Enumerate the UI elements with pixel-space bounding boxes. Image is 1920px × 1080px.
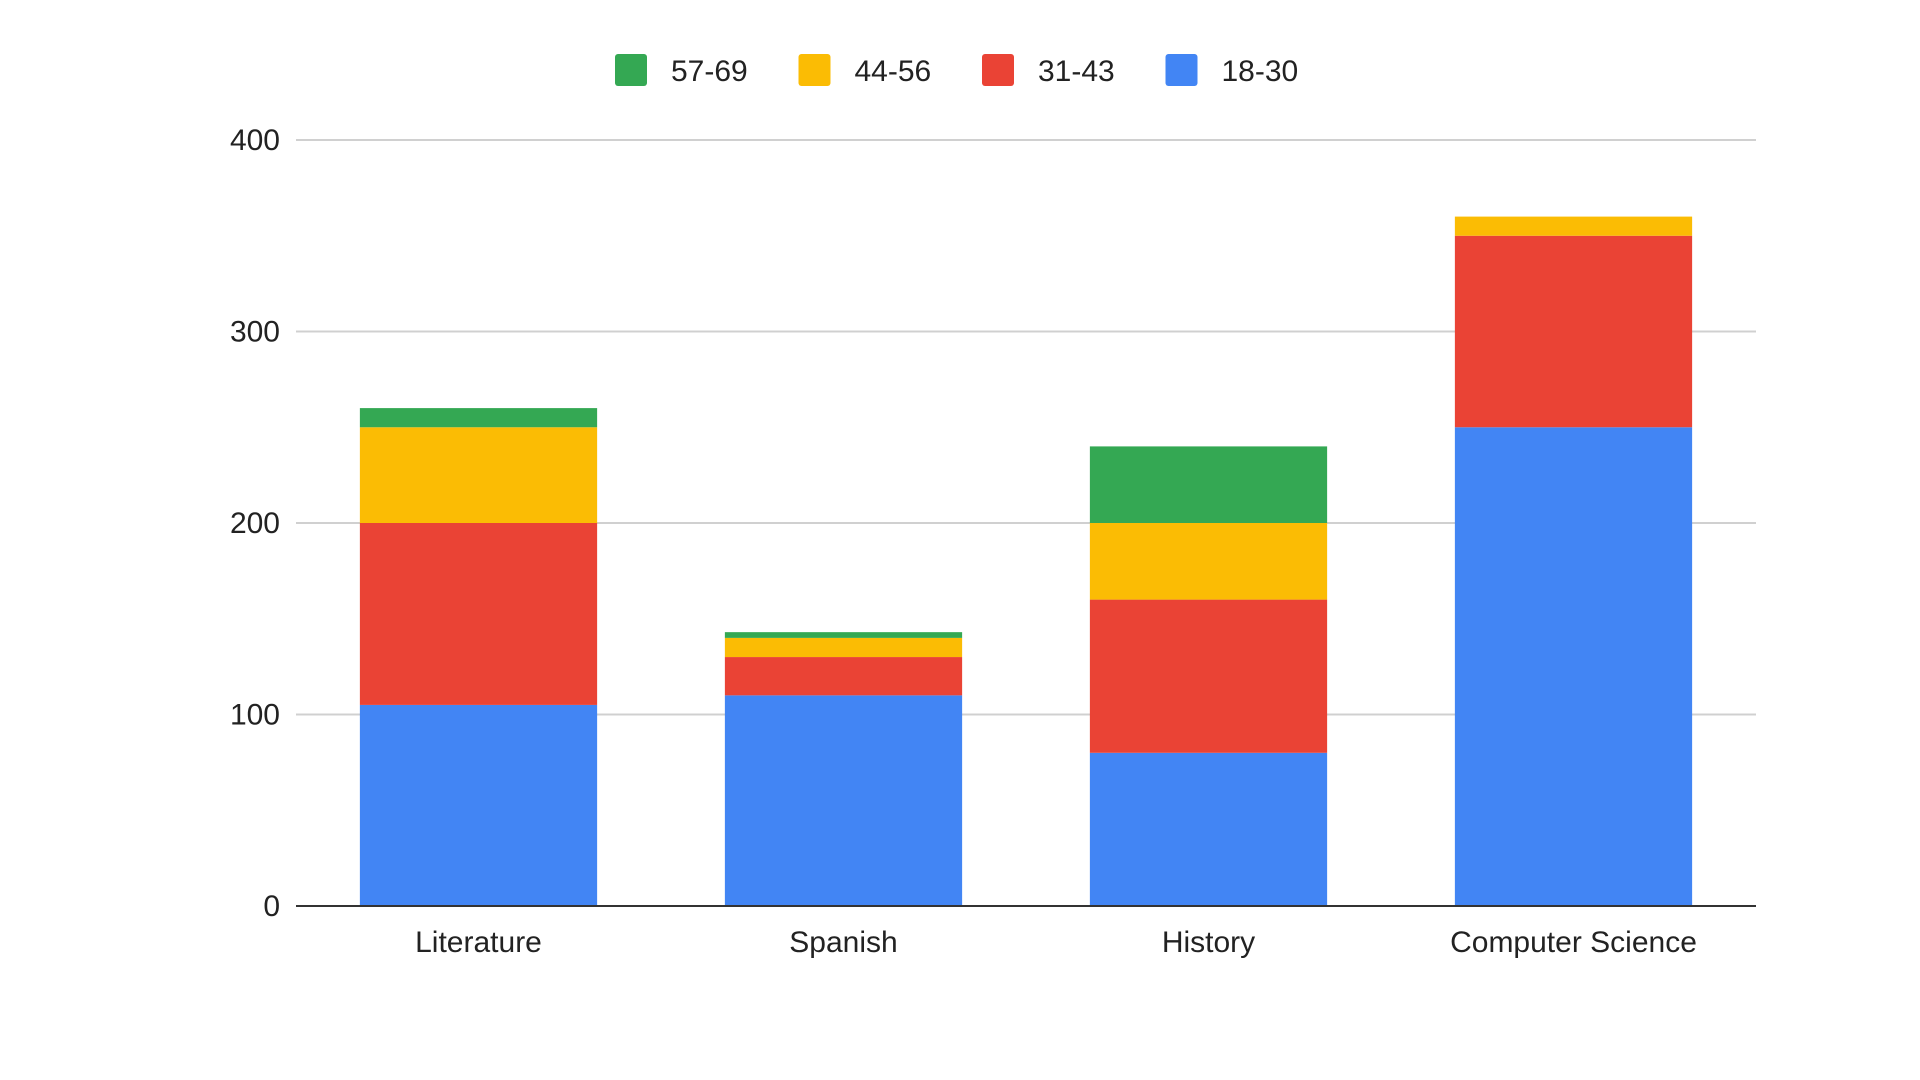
bar-stack-spanish (724, 632, 963, 906)
legend-label: 31-43 (1038, 55, 1115, 88)
legend-item-31-43: 31-43 (982, 54, 1115, 88)
legend: 57-69 44-56 31-43 18-30 (615, 54, 1298, 88)
legend-label: 44-56 (855, 55, 932, 88)
bar-segment-44-56 (724, 637, 963, 658)
bar-segment-57-69 (359, 408, 598, 428)
x-tick-label: Literature (415, 926, 542, 959)
legend-swatch (1165, 54, 1198, 86)
bar-segment-18-30 (1454, 427, 1693, 906)
bar-segment-18-30 (359, 704, 598, 906)
y-tick-label: 300 (230, 316, 280, 349)
legend-item-18-30: 18-30 (1165, 54, 1299, 88)
y-tick-label: 100 (230, 699, 280, 732)
y-tick-label: 200 (230, 507, 280, 540)
bar-segment-44-56 (1454, 216, 1693, 236)
bars (359, 216, 1693, 906)
legend-swatch (798, 54, 831, 86)
y-tick-label: 0 (263, 890, 280, 923)
bar-segment-44-56 (359, 427, 598, 523)
bar-segment-31-43 (724, 657, 963, 696)
x-tick-label: Spanish (789, 926, 897, 959)
y-tick-label: 400 (230, 124, 280, 157)
bar-segment-57-69 (1089, 446, 1328, 523)
bar-segment-31-43 (359, 523, 598, 705)
legend-swatch (982, 54, 1014, 86)
x-tick-label: Computer Science (1450, 926, 1697, 959)
bar-stack-history (1089, 446, 1328, 906)
bar-segment-57-69 (724, 632, 963, 638)
legend-item-57-69: 57-69 (615, 54, 748, 88)
bar-segment-18-30 (724, 695, 963, 906)
legend-item-44-56: 44-56 (798, 54, 932, 88)
legend-swatch (615, 54, 647, 86)
legend-label: 18-30 (1222, 55, 1299, 88)
bar-segment-31-43 (1089, 599, 1328, 753)
bar-stack-literature (359, 408, 598, 906)
bar-segment-31-43 (1454, 235, 1693, 428)
x-tick-label: History (1162, 926, 1255, 959)
axes: 0 100 200 300 400 Literature Spanish History Com… (230, 124, 1756, 959)
bar-segment-18-30 (1089, 752, 1328, 906)
bar-stack-computer-science (1454, 216, 1693, 906)
bar-segment-44-56 (1089, 523, 1328, 600)
legend-label: 57-69 (671, 55, 748, 88)
